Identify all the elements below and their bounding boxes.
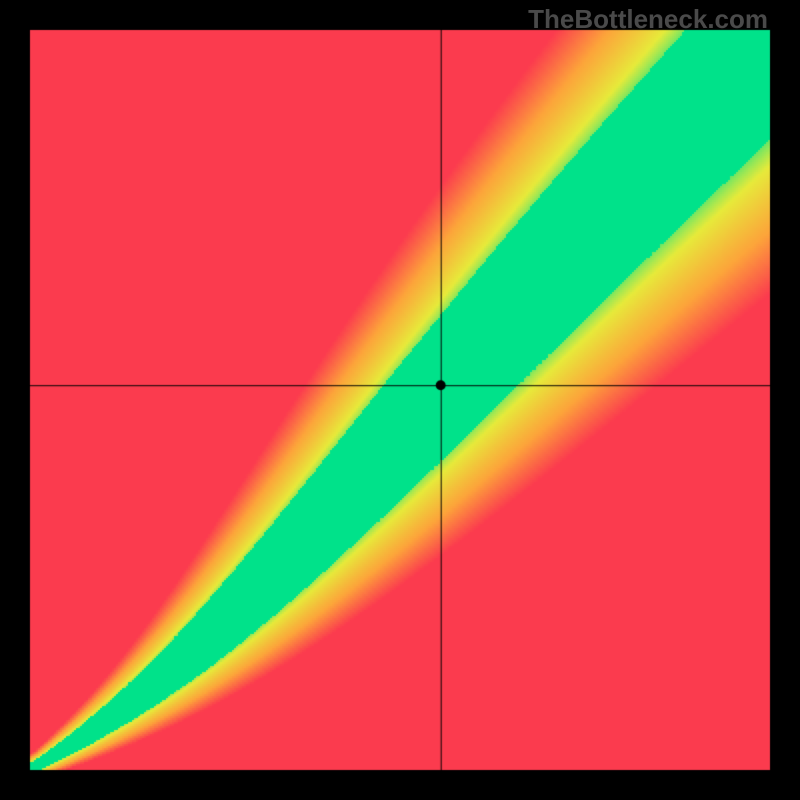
watermark-label: TheBottleneck.com xyxy=(528,2,774,37)
figure-root: TheBottleneck.com xyxy=(0,0,800,800)
bottleneck-heatmap-canvas xyxy=(0,0,800,800)
